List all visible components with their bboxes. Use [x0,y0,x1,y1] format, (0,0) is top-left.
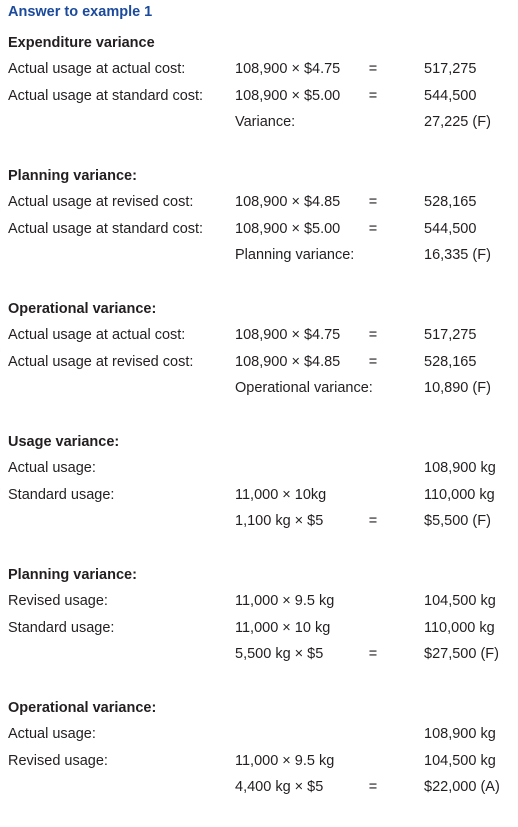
calc-row: Revised usage: 11,000 × 9.5 kg 104,500 kg [8,748,508,775]
row-label: Actual usage: [8,460,96,476]
row-label: Revised usage: [8,752,108,769]
section-heading: Planning variance: [8,168,137,184]
calc-row: Revised usage: 11,000 × 9.5 kg 104,500 kg [8,588,508,615]
row-calculation: Variance: [235,114,296,131]
row-value: 528,165 [424,194,477,210]
calc-row: Actual usage at actual cost: 108,900 × $4… [8,56,508,83]
row-value: 10,890 (F) [424,380,491,397]
row-value: $5,500 (F) [424,513,491,530]
row-calculation: 5,500 kg × $5 [235,646,324,663]
row-calculation: 11,000 × 9.5 kg [235,752,335,769]
row-calculation: 108,900 × $5.00 [235,220,341,237]
row-calculation: 11,000 × 10 kg [235,619,331,636]
section-heading: Operational variance: [8,301,157,317]
calc-row: Actual usage at standard cost: 108,900 × … [8,216,508,243]
equals-sign: = [368,353,378,370]
row-value: 110,000 kg [424,486,495,503]
calc-row: 4,400 kg × $5 = $22,000 (A) [8,774,508,801]
row-value: 544,500 [424,220,477,237]
row-value: 528,165 [424,353,477,370]
equals-sign: = [368,87,378,104]
row-calculation: 11,000 × 10kg [235,486,327,503]
equals-sign: = [368,513,378,530]
calc-row: Planning variance: 16,335 (F) [8,242,508,269]
equals-sign: = [368,61,378,77]
row-calculation: 108,900 × $4.85 [235,353,341,370]
row-calculation: 108,900 × $5.00 [235,87,341,104]
variance-section: Planning variance: Revised usage: 11,000 ×… [8,562,508,668]
calc-row: Actual usage at standard cost: 108,900 × … [8,83,508,110]
row-value: $22,000 (A) [424,779,500,796]
row-value: 104,500 kg [424,593,496,609]
row-calculation: 108,900 × $4.75 [235,61,341,77]
calc-row: Operational variance: 10,890 (F) [8,375,508,402]
section-heading: Planning variance: [8,567,137,583]
calc-row: Actual usage at actual cost: 108,900 × $4… [8,322,508,349]
row-label: Actual usage at revised cost: [8,194,194,210]
equals-sign: = [368,327,378,343]
calc-row: Standard usage: 11,000 × 10kg 110,000 kg [8,482,508,509]
variance-section: Planning variance: Actual usage at revise… [8,163,508,269]
row-label: Standard usage: [8,486,115,503]
calc-row: Standard usage: 11,000 × 10 kg 110,000 kg [8,615,508,642]
row-value: 108,900 kg [424,460,496,476]
equals-sign: = [368,194,378,210]
row-value: 104,500 kg [424,752,496,769]
calc-row: Actual usage: 108,900 kg [8,721,508,748]
row-value: 108,900 kg [424,726,496,742]
row-label: Actual usage at standard cost: [8,87,204,104]
equals-sign: = [368,779,378,796]
calc-row: 1,100 kg × $5 = $5,500 (F) [8,508,508,535]
calc-row: Variance: 27,225 (F) [8,109,508,136]
row-value: 110,000 kg [424,619,495,636]
page-title: Answer to example 1 [8,4,153,20]
row-label: Standard usage: [8,619,115,636]
row-calculation: Operational variance: [235,380,373,397]
row-value: 544,500 [424,87,477,104]
row-value: 16,335 (F) [424,247,491,264]
row-label: Actual usage at standard cost: [8,220,204,237]
row-label: Actual usage at actual cost: [8,61,186,77]
row-value: 517,275 [424,61,477,77]
row-value: 517,275 [424,327,477,343]
calc-row: Actual usage at revised cost: 108,900 × $… [8,349,508,376]
row-label: Revised usage: [8,593,108,609]
variance-section: Operational variance: Actual usage at act… [8,296,508,402]
section-heading: Expenditure variance [8,35,155,51]
equals-sign: = [368,646,378,663]
section-heading: Operational variance: [8,700,157,716]
variance-section: Operational variance: Actual usage: 108,90… [8,695,508,801]
row-calculation: Planning variance: [235,247,355,264]
calc-row: Actual usage at revised cost: 108,900 × $… [8,189,508,216]
row-label: Actual usage at revised cost: [8,353,194,370]
row-value: $27,500 (F) [424,646,499,663]
row-value: 27,225 (F) [424,114,491,131]
row-label: Actual usage: [8,726,96,742]
row-calculation: 108,900 × $4.85 [235,194,341,210]
row-calculation: 108,900 × $4.75 [235,327,341,343]
variance-section: Expenditure variance Actual usage at actu… [8,30,508,136]
row-calculation: 11,000 × 9.5 kg [235,593,335,609]
row-calculation: 4,400 kg × $5 [235,779,324,796]
row-label: Actual usage at actual cost: [8,327,186,343]
calc-row: Actual usage: 108,900 kg [8,455,508,482]
variance-section: Usage variance: Actual usage: 108,900 kg St… [8,429,508,535]
calc-row: 5,500 kg × $5 = $27,500 (F) [8,641,508,668]
equals-sign: = [368,220,378,237]
row-calculation: 1,100 kg × $5 [235,513,324,530]
section-heading: Usage variance: [8,434,120,450]
